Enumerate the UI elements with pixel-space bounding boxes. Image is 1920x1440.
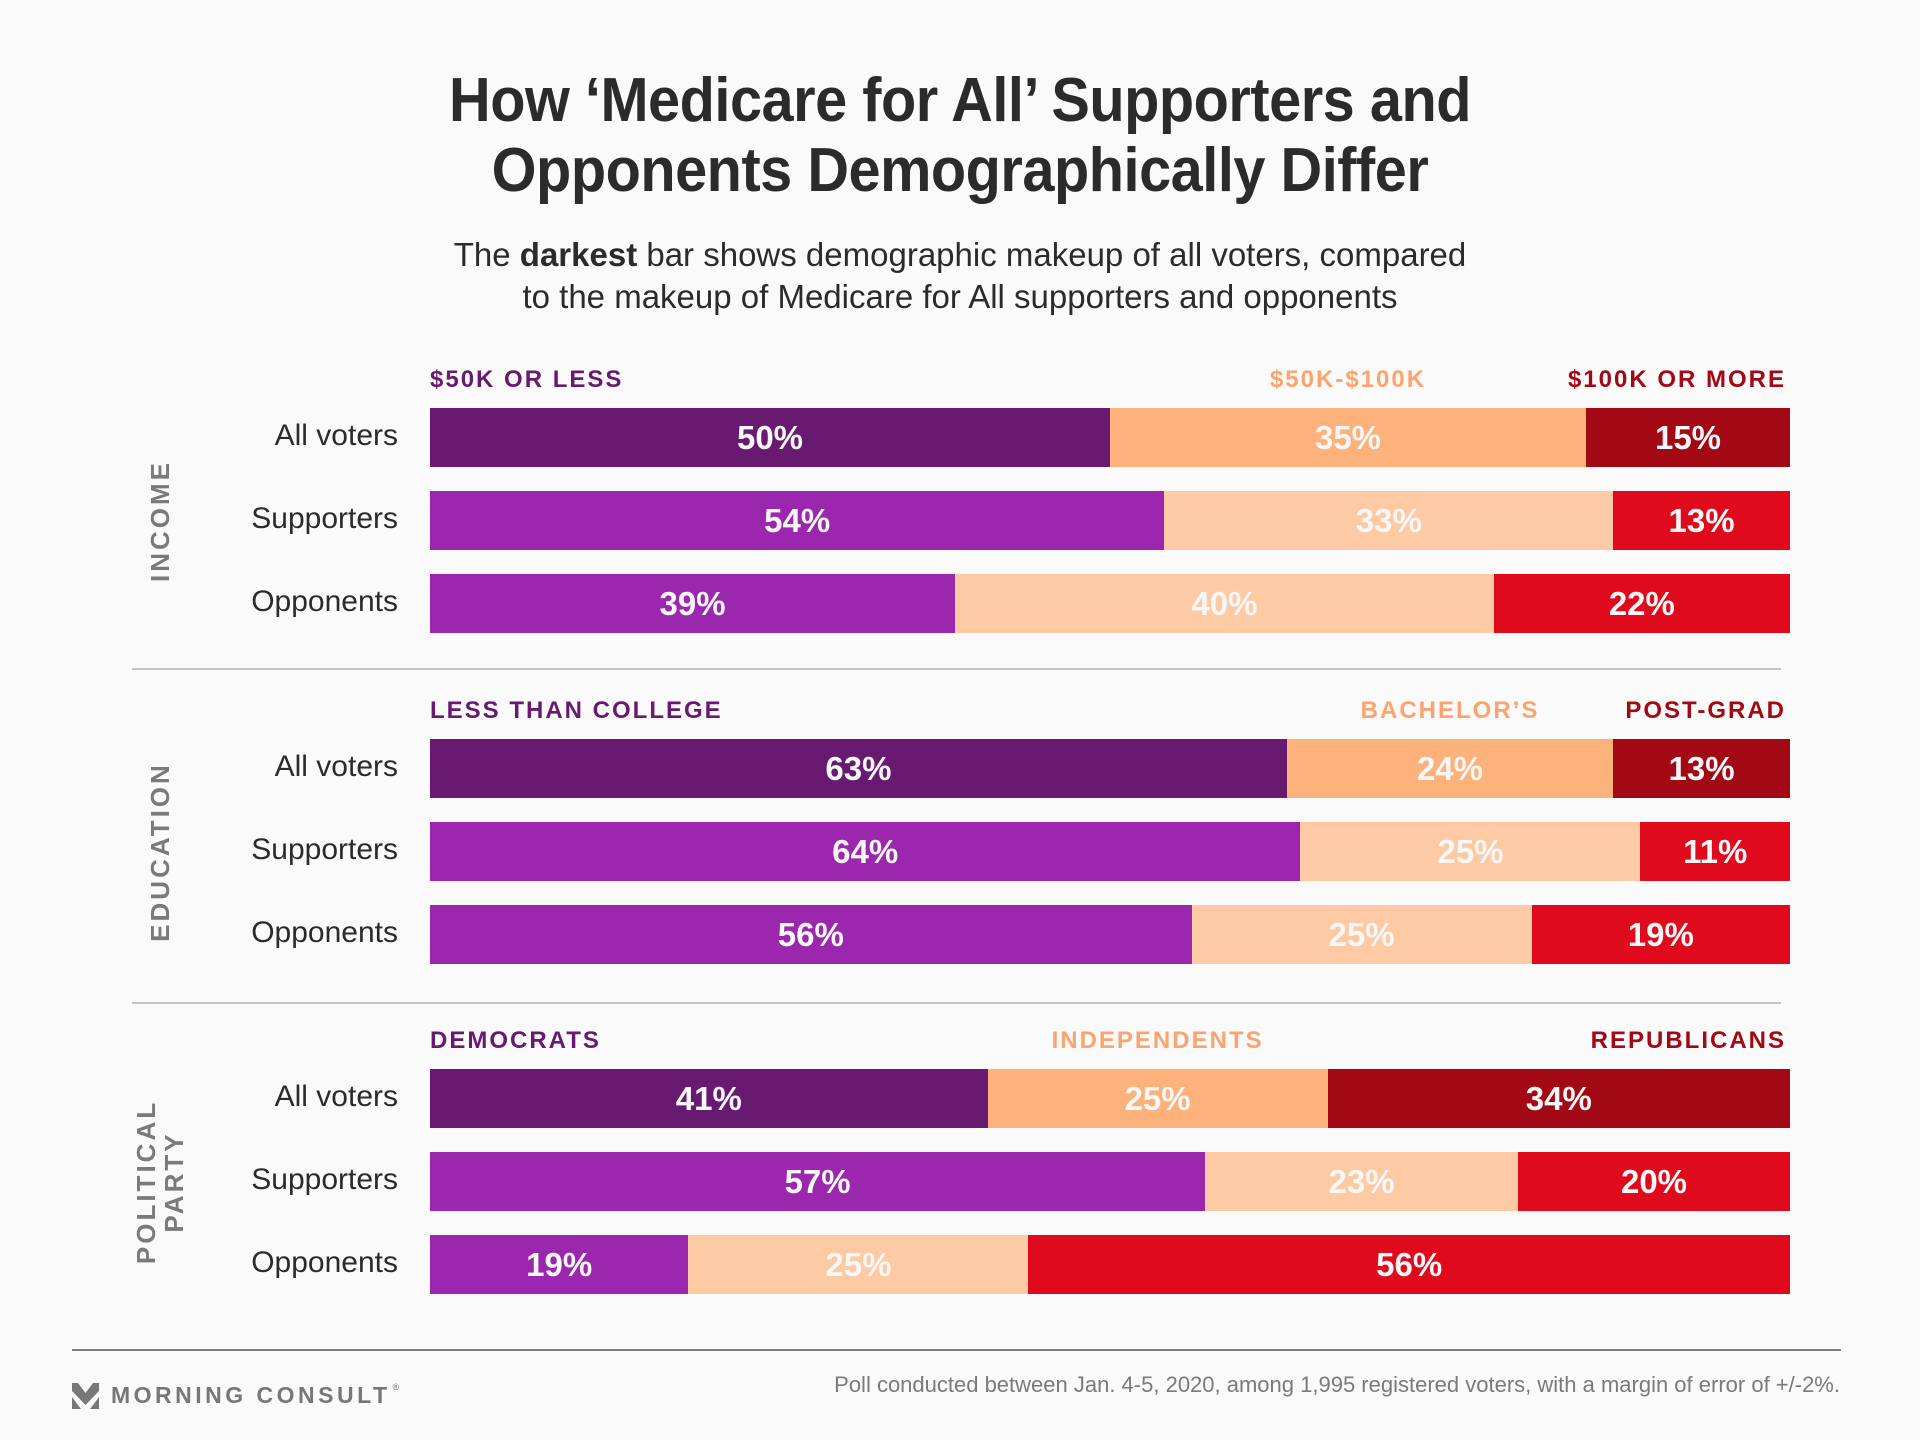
category-label-100k-or-more: $100K OR MORE xyxy=(1567,366,1786,393)
bar-segment-less-than-college: 56% xyxy=(430,905,1192,964)
subtitle-bold: darkest xyxy=(519,236,638,273)
bar-segment-post-grad: 13% xyxy=(1613,739,1790,798)
row-label-all-voters: All voters xyxy=(274,419,398,452)
category-label-post-grad: POST-GRAD xyxy=(1625,697,1786,724)
bar-segment-republicans: 56% xyxy=(1028,1235,1790,1294)
subtitle-line-1: The darkest bar shows demographic makeup… xyxy=(0,234,1920,276)
category-label-independents: INDEPENDENTS xyxy=(1051,1027,1264,1054)
row-label-supporters: Supporters xyxy=(251,833,398,866)
bar-segment-post-grad: 11% xyxy=(1640,822,1790,881)
poll-footnote: Poll conducted between Jan. 4-5, 2020, a… xyxy=(834,1372,1840,1397)
bar-political-party-opponents: 19% 25% 56% xyxy=(430,1235,1790,1294)
bar-political-party-supporters: 57% 23% 20% xyxy=(430,1152,1790,1211)
bar-segment-100k-or-more: 22% xyxy=(1493,574,1790,633)
row-label-opponents: Opponents xyxy=(251,1246,398,1279)
row-label-opponents: Opponents xyxy=(251,916,398,949)
bar-income-supporters: 54% 33% 13% xyxy=(430,491,1790,550)
bar-segment-democrats: 41% xyxy=(430,1069,988,1128)
morning-consult-logo: MORNING CONSULT ® xyxy=(72,1382,403,1409)
bar-segment-democrats: 57% xyxy=(430,1152,1206,1211)
bar-segment-less-than-college: 64% xyxy=(430,822,1301,881)
row-label-supporters: Supporters xyxy=(251,502,398,535)
bar-segment-50k-100k: 35% xyxy=(1110,408,1586,467)
bar-segment-bachelor-s: 25% xyxy=(1191,905,1532,964)
section-divider xyxy=(132,1002,1781,1004)
subtitle-pre: The xyxy=(453,236,520,273)
bar-segment-bachelor-s: 24% xyxy=(1286,739,1614,798)
bar-segment-bachelor-s: 25% xyxy=(1300,822,1641,881)
row-label-opponents: Opponents xyxy=(251,585,398,618)
bar-segment-independents: 25% xyxy=(688,1235,1029,1294)
morning-consult-chevron-icon xyxy=(72,1382,99,1409)
category-label-50k-100k: $50K-$100K xyxy=(1269,366,1427,393)
category-label-less-than-college: LESS THAN COLLEGE xyxy=(430,697,723,724)
bar-education-supporters: 64% 25% 11% xyxy=(430,822,1790,881)
bar-segment-post-grad: 19% xyxy=(1531,905,1790,964)
bar-income-opponents: 39% 40% 22% xyxy=(430,574,1790,633)
bar-segment-50k-or-less: 50% xyxy=(430,408,1110,467)
bar-segment-100k-or-more: 13% xyxy=(1613,491,1790,550)
chart-title-line-2: Opponents Demographically Differ xyxy=(491,136,1429,205)
brand-name: MORNING CONSULT ® xyxy=(111,1382,403,1409)
bar-segment-less-than-college: 63% xyxy=(430,739,1287,798)
bar-segment-democrats: 19% xyxy=(430,1235,689,1294)
row-label-all-voters: All voters xyxy=(274,1080,398,1113)
bar-segment-100k-or-more: 15% xyxy=(1586,408,1790,467)
chart-title-line-1: How ‘Medicare for All’ Supporters and xyxy=(449,66,1471,135)
chart-title: How ‘Medicare for All’ Supporters and Op… xyxy=(67,66,1853,206)
bar-income-all-voters: 50% 35% 15% xyxy=(430,408,1790,467)
footer-divider xyxy=(72,1349,1841,1351)
bar-education-opponents: 56% 25% 19% xyxy=(430,905,1790,964)
bar-segment-50k-100k: 33% xyxy=(1164,491,1614,550)
category-label-democrats: DEMOCRATS xyxy=(430,1027,601,1054)
bar-education-all-voters: 63% 24% 13% xyxy=(430,739,1790,798)
category-label-republicans: REPUBLICANS xyxy=(1590,1027,1786,1054)
bar-segment-independents: 25% xyxy=(987,1069,1328,1128)
subtitle-line-2: to the makeup of Medicare for All suppor… xyxy=(522,278,1398,315)
section-divider xyxy=(132,668,1781,670)
row-label-supporters: Supporters xyxy=(251,1163,398,1196)
category-label-50k-or-less: $50K OR LESS xyxy=(430,366,624,393)
registered-mark: ® xyxy=(392,1382,403,1392)
bar-segment-republicans: 20% xyxy=(1518,1152,1790,1211)
bar-segment-50k-100k: 40% xyxy=(955,574,1494,633)
subtitle-post: bar shows demographic makeup of all vote… xyxy=(637,236,1467,273)
bar-segment-50k-or-less: 54% xyxy=(430,491,1165,550)
brand-text: MORNING CONSULT xyxy=(111,1382,391,1408)
bar-segment-republicans: 34% xyxy=(1327,1069,1790,1128)
bar-political-party-all-voters: 41% 25% 34% xyxy=(430,1069,1790,1128)
category-label-bachelor-s: BACHELOR’S xyxy=(1360,697,1540,724)
chart-subtitle: The darkest bar shows demographic makeup… xyxy=(0,234,1920,318)
bar-segment-50k-or-less: 39% xyxy=(430,574,956,633)
row-label-all-voters: All voters xyxy=(274,750,398,783)
bar-segment-independents: 23% xyxy=(1205,1152,1518,1211)
